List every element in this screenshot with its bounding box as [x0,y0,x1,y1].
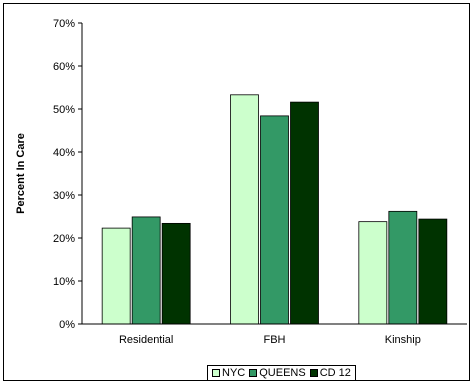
bar-residential-nyc [101,227,131,325]
y-tick-label: 40% [53,147,75,159]
y-axis-ticks: 0% 10% 20% 30% 40% 50% 60% 70% [53,18,82,331]
legend-entry: QUEENS [249,367,306,379]
legend-entry: NYC [212,367,245,379]
legend-label: CD 12 [319,367,351,379]
x-category-label: FBH [264,334,286,346]
bar-fbh-queens [260,115,289,325]
bar-kinship-nyc [358,221,388,325]
y-tick-label: 0% [59,319,75,331]
legend-swatch [249,369,258,377]
x-category-label: Kinship [385,334,421,346]
bar-fbh-cd-12 [290,101,319,325]
y-tick-label: 30% [53,190,75,202]
y-tick-label: 20% [53,233,75,245]
bar-fbh-nyc [230,94,259,325]
bar-kinship-cd-12 [418,218,448,325]
legend-swatch [212,369,220,377]
bars [101,94,448,325]
y-tick-label: 10% [53,276,75,288]
x-category-label: Residential [119,334,173,346]
bar-residential-queens [131,216,161,325]
chart-frame: 0% 10% 20% 30% 40% 50% 60% 70% Residential FBH Ki… [3,3,470,381]
legend-swatch [309,369,318,377]
legend-label: NYC [222,367,246,379]
y-axis-title: Percent In Care [15,133,27,214]
y-tick-label: 60% [53,61,75,73]
bar-residential-cd-12 [161,222,191,325]
y-tick-label: 50% [53,104,75,116]
x-axis-labels: Residential FBH Kinship [119,334,421,346]
y-tick-label: 70% [53,18,75,30]
bar-kinship-queens [388,210,418,325]
legend: NYC QUEENS CD 12 [207,365,356,381]
bar-chart: 0% 10% 20% 30% 40% 50% 60% 70% Residential FBH Ki… [15,18,467,346]
legend-entry: CD 12 [309,367,351,379]
legend-label: QUEENS [259,367,306,379]
